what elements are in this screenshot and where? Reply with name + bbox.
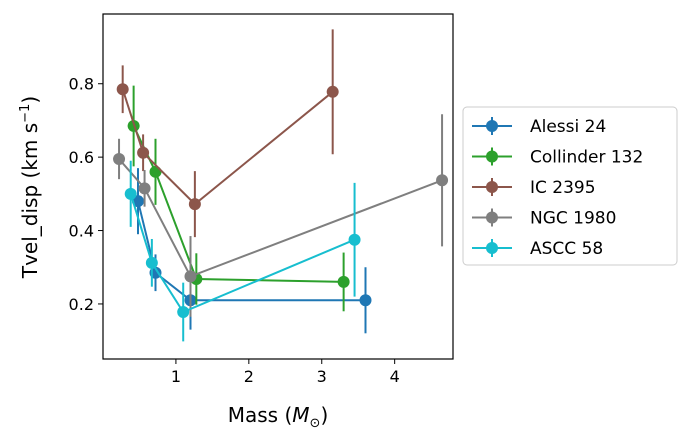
x-tick-label: 4 bbox=[390, 367, 400, 386]
series-line bbox=[121, 88, 334, 206]
legend-entry: ASCC 58 bbox=[472, 239, 603, 259]
data-point bbox=[348, 233, 361, 246]
series-3 bbox=[113, 114, 449, 317]
legend-entry: Alessi 24 bbox=[472, 117, 606, 137]
legend-label: IC 2395 bbox=[530, 178, 596, 198]
data-point bbox=[132, 195, 144, 208]
data-point bbox=[124, 187, 137, 200]
data-point bbox=[188, 198, 201, 211]
legend-marker bbox=[486, 120, 498, 132]
legend-marker bbox=[486, 181, 498, 193]
series-2 bbox=[116, 29, 339, 238]
plot-frame bbox=[102, 13, 454, 360]
data-point bbox=[184, 270, 197, 283]
legend-label: Alessi 24 bbox=[530, 117, 606, 137]
legend-label: Collinder 132 bbox=[530, 148, 643, 168]
legend-marker bbox=[486, 150, 498, 163]
legend-box bbox=[462, 106, 678, 266]
x-tick-label: 3 bbox=[317, 367, 327, 386]
legend-marker bbox=[486, 211, 498, 224]
data-point bbox=[116, 83, 129, 96]
series-line bbox=[118, 158, 443, 278]
y-axis-label: Tvel_disp (km s−1) bbox=[18, 96, 42, 279]
series-line bbox=[137, 200, 366, 302]
data-point bbox=[145, 256, 158, 269]
data-point bbox=[149, 165, 162, 178]
data-point bbox=[177, 306, 190, 319]
y-tick-label: 0.6 bbox=[69, 148, 94, 167]
series-4 bbox=[124, 160, 361, 342]
legend-entries: Alessi 24 Collinder 132 IC 2395 NGC 1980 ASC… bbox=[472, 117, 643, 259]
data-point bbox=[359, 294, 372, 307]
data-point bbox=[138, 182, 151, 195]
x-axis-label: Mass (M⊙) bbox=[228, 403, 329, 431]
y-tick-label: 0.2 bbox=[69, 295, 94, 314]
series-line bbox=[129, 193, 355, 314]
legend-label: ASCC 58 bbox=[530, 239, 603, 259]
x-tick-label: 1 bbox=[171, 367, 181, 386]
legend: Alessi 24 Collinder 132 IC 2395 NGC 1980 ASC… bbox=[462, 106, 678, 266]
x-tick-label: 2 bbox=[244, 367, 254, 386]
data-point bbox=[326, 85, 339, 98]
data-point bbox=[436, 174, 449, 187]
legend-marker bbox=[486, 242, 498, 254]
y-tick-label: 0.4 bbox=[69, 222, 94, 241]
y-tick-label: 0.8 bbox=[69, 75, 94, 94]
ticks-layer: 1 2 3 4 0.2 0.4 0.6 0.8 bbox=[69, 75, 400, 386]
data-point bbox=[337, 275, 350, 288]
legend-entry: Collinder 132 bbox=[472, 147, 643, 168]
plot-layer bbox=[113, 29, 449, 342]
legend-label: NGC 1980 bbox=[530, 209, 616, 229]
legend-entry: IC 2395 bbox=[472, 178, 596, 198]
legend-entry: NGC 1980 bbox=[472, 208, 616, 229]
data-point bbox=[113, 152, 126, 165]
data-point bbox=[137, 146, 150, 159]
